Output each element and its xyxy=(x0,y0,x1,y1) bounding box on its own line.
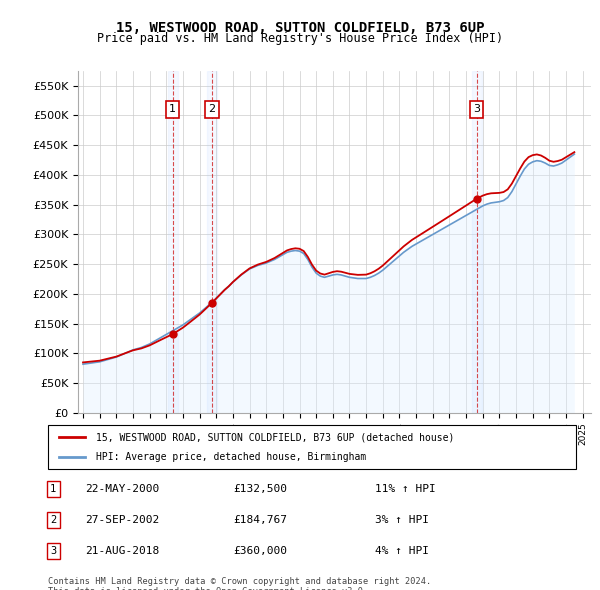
Text: 3% ↑ HPI: 3% ↑ HPI xyxy=(376,515,430,525)
Text: 3: 3 xyxy=(473,104,480,114)
FancyBboxPatch shape xyxy=(48,425,576,469)
Text: 22-MAY-2000: 22-MAY-2000 xyxy=(85,484,159,494)
Text: £360,000: £360,000 xyxy=(233,546,287,556)
Bar xyxy=(167,71,178,413)
Text: HPI: Average price, detached house, Birmingham: HPI: Average price, detached house, Birm… xyxy=(95,452,366,461)
Text: 27-SEP-2002: 27-SEP-2002 xyxy=(85,515,159,525)
Text: Contains HM Land Registry data © Crown copyright and database right 2024.
This d: Contains HM Land Registry data © Crown c… xyxy=(48,577,431,590)
Text: 15, WESTWOOD ROAD, SUTTON COLDFIELD, B73 6UP: 15, WESTWOOD ROAD, SUTTON COLDFIELD, B73… xyxy=(116,21,484,35)
Text: 11% ↑ HPI: 11% ↑ HPI xyxy=(376,484,436,494)
Bar xyxy=(207,71,217,413)
Text: 4% ↑ HPI: 4% ↑ HPI xyxy=(376,546,430,556)
Text: 2: 2 xyxy=(50,515,56,525)
Text: £132,500: £132,500 xyxy=(233,484,287,494)
Text: 1: 1 xyxy=(50,484,56,494)
Text: 21-AUG-2018: 21-AUG-2018 xyxy=(85,546,159,556)
Text: 1: 1 xyxy=(169,104,176,114)
Text: 15, WESTWOOD ROAD, SUTTON COLDFIELD, B73 6UP (detached house): 15, WESTWOOD ROAD, SUTTON COLDFIELD, B73… xyxy=(95,432,454,442)
Text: 3: 3 xyxy=(50,546,56,556)
Text: Price paid vs. HM Land Registry's House Price Index (HPI): Price paid vs. HM Land Registry's House … xyxy=(97,32,503,45)
Bar xyxy=(472,71,482,413)
Text: £184,767: £184,767 xyxy=(233,515,287,525)
Text: 2: 2 xyxy=(208,104,215,114)
